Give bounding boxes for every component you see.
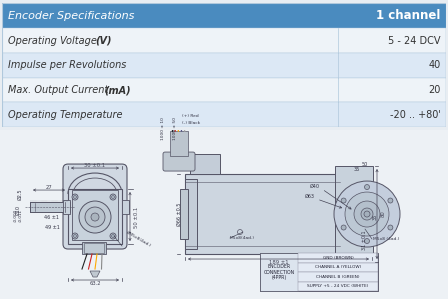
Circle shape (91, 213, 99, 221)
Bar (180, 189, 188, 239)
Bar (298, 272, 378, 281)
Bar (260, 253, 298, 291)
Text: 80: 80 (380, 211, 385, 217)
Circle shape (341, 225, 346, 230)
Circle shape (388, 198, 393, 203)
Circle shape (112, 234, 115, 237)
Bar (84, 243, 104, 253)
Text: 20: 20 (428, 85, 440, 95)
Circle shape (354, 201, 380, 227)
Circle shape (365, 239, 370, 243)
Text: 27: 27 (46, 184, 52, 190)
Text: 31 ±0.1: 31 ±0.1 (362, 231, 367, 250)
Text: Ø40: Ø40 (310, 184, 320, 189)
Text: Ø66 ±0.5: Ø66 ±0.5 (177, 202, 181, 226)
Text: (-) Black: (-) Black (182, 121, 200, 125)
Circle shape (85, 207, 105, 227)
Text: Operating Voltage: Operating Voltage (8, 36, 99, 46)
Text: 5 - 24 DCV: 5 - 24 DCV (388, 36, 440, 46)
Text: (+) Red: (+) Red (182, 114, 199, 118)
Circle shape (79, 201, 111, 233)
Bar (185, 174, 340, 254)
Bar (298, 281, 378, 291)
Bar (298, 263, 378, 272)
Text: 35: 35 (354, 167, 360, 172)
Text: 189 ±1: 189 ±1 (269, 260, 289, 265)
Text: ENCODER
CONNECTION
(4PPR): ENCODER CONNECTION (4PPR) (263, 264, 295, 280)
Text: 50 ±0.1: 50 ±0.1 (134, 206, 139, 228)
Circle shape (345, 192, 389, 236)
Text: GND (BROWN): GND (BROWN) (323, 256, 353, 260)
Circle shape (364, 211, 370, 217)
Circle shape (361, 208, 373, 220)
Text: 50: 50 (362, 162, 368, 167)
Text: Operating Temperature: Operating Temperature (8, 110, 122, 120)
Text: Ø63: Ø63 (305, 194, 315, 199)
Bar (260, 253, 378, 291)
FancyBboxPatch shape (63, 164, 127, 249)
Text: Ø2.5: Ø2.5 (17, 189, 22, 200)
Circle shape (110, 233, 116, 239)
Text: ØM5x8(4ad.): ØM5x8(4ad.) (125, 230, 151, 248)
Bar (2, 3, 446, 28)
Bar (68, 189, 122, 244)
Text: SUPPLY +5 - 24 VDC (WHITE): SUPPLY +5 - 24 VDC (WHITE) (307, 284, 369, 288)
Bar (185, 179, 197, 249)
Bar (122, 200, 129, 214)
Bar (298, 253, 378, 263)
Circle shape (341, 198, 346, 203)
Bar (30, 202, 70, 212)
Text: 1000 ± 10: 1000 ± 10 (161, 117, 165, 140)
Bar (190, 154, 220, 174)
Text: 1000 ± 50: 1000 ± 50 (173, 117, 177, 140)
Text: Impulse per Revolutions: Impulse per Revolutions (8, 60, 126, 71)
Bar (2, 28, 446, 53)
Text: M5x8 (4ad.): M5x8 (4ad.) (373, 237, 399, 241)
Text: CHANNEL A (YELLOW): CHANNEL A (YELLOW) (315, 265, 361, 269)
Circle shape (365, 184, 370, 190)
Text: Ø10: Ø10 (16, 205, 21, 215)
Bar (2, 53, 446, 78)
Text: Max. Output Current: Max. Output Current (8, 85, 111, 95)
Polygon shape (90, 271, 100, 277)
Text: CHANNEL B (GREEN): CHANNEL B (GREEN) (316, 275, 360, 279)
Text: (V): (V) (95, 36, 112, 46)
Text: -20 .. +80': -20 .. +80' (390, 110, 440, 120)
Text: Encoder Specifications: Encoder Specifications (8, 11, 134, 21)
Text: 46 ±1: 46 ±1 (44, 215, 60, 220)
Bar (335, 166, 373, 262)
Circle shape (388, 225, 393, 230)
Text: 40: 40 (428, 60, 440, 71)
Bar (170, 131, 188, 156)
Circle shape (72, 233, 78, 239)
Circle shape (110, 194, 116, 200)
Bar (2, 103, 446, 127)
FancyBboxPatch shape (163, 152, 195, 171)
Circle shape (73, 196, 77, 199)
Text: (mA): (mA) (104, 85, 131, 95)
Bar (63, 200, 70, 214)
Text: M5x8(4ad.): M5x8(4ad.) (230, 236, 255, 240)
Text: 30 ±0.1: 30 ±0.1 (84, 163, 106, 167)
Text: 49 ±1: 49 ±1 (44, 225, 60, 230)
Text: 1 channel: 1 channel (376, 9, 440, 22)
Circle shape (73, 234, 77, 237)
Text: -0.000
-0.011: -0.000 -0.011 (14, 209, 22, 222)
Circle shape (112, 196, 115, 199)
Bar (2, 78, 446, 103)
Circle shape (334, 181, 400, 247)
Text: 63.2: 63.2 (89, 280, 101, 286)
Bar (72, 190, 118, 240)
Circle shape (72, 194, 78, 200)
Text: 35: 35 (372, 214, 378, 220)
Bar (82, 242, 106, 254)
